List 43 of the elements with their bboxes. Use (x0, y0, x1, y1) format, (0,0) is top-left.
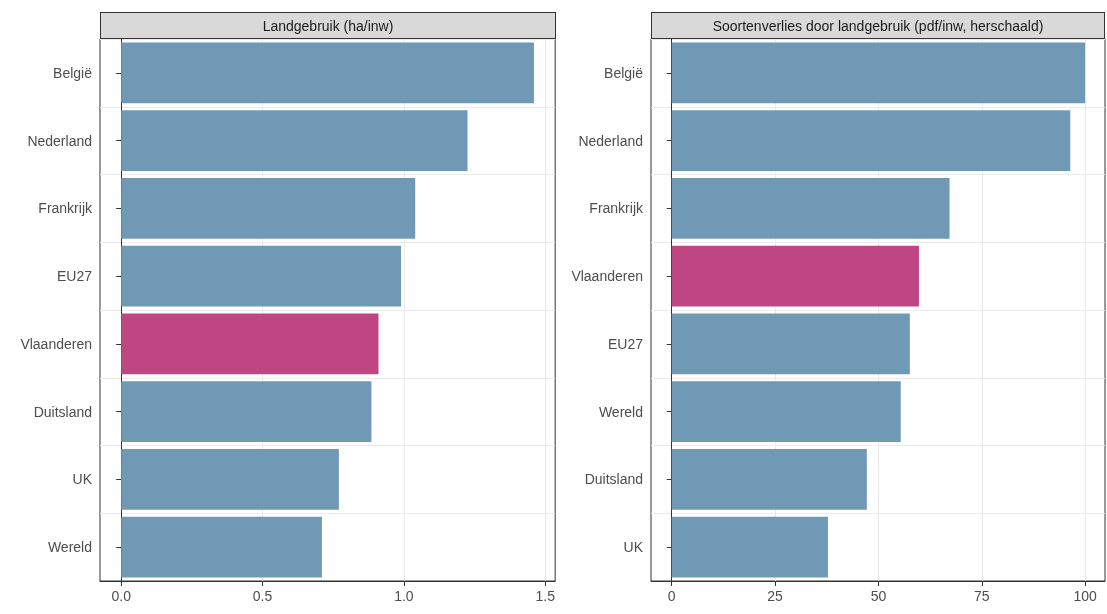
y-tick-label: Vlaanderen (20, 335, 92, 352)
y-tick-label: Wereld (598, 403, 643, 420)
y-tick-label: Nederland (578, 132, 643, 149)
bar (671, 245, 919, 307)
y-tick-label: Frankrijk (589, 200, 644, 217)
bar (121, 516, 322, 578)
y-tick-label: België (53, 64, 93, 81)
chart-title: Soortenverlies door landgebruik (pdf/inw, herschaald) (651, 12, 1105, 39)
y-tick-label: UK (623, 539, 644, 556)
y-tick-label: UK (72, 471, 93, 488)
y-tick-label: Frankrijk (38, 200, 93, 217)
bar (121, 313, 379, 375)
x-tick-label: 100 (1073, 588, 1098, 604)
y-tick-label: EU27 (56, 268, 93, 285)
bar (671, 42, 1086, 104)
bar (671, 110, 1071, 172)
bar (671, 177, 950, 239)
bar (121, 177, 416, 239)
y-tick-label: Vlaanderen (571, 268, 643, 285)
x-tick-label: 0.5 (252, 588, 273, 604)
bar (121, 448, 339, 510)
x-tick-label: 50 (870, 588, 887, 604)
chart-title: Landgebruik (ha/inw) (100, 12, 556, 39)
bar (121, 245, 402, 307)
x-tick-label: 0 (667, 588, 676, 604)
y-tick-label: Nederland (27, 132, 92, 149)
y-tick-label: Duitsland (584, 471, 643, 488)
x-tick-label: 0.0 (111, 588, 132, 604)
bar (671, 516, 828, 578)
bar (671, 313, 910, 375)
x-tick-label: 25 (767, 588, 784, 604)
y-tick-label: Wereld (47, 539, 92, 556)
bar (121, 42, 534, 104)
bar (671, 448, 867, 510)
bar (121, 381, 372, 443)
y-tick-label: België (604, 64, 644, 81)
bar (671, 381, 901, 443)
bar (121, 110, 468, 172)
x-tick-label: 75 (973, 588, 990, 604)
x-tick-label: 1.0 (394, 588, 414, 604)
y-tick-label: Duitsland (33, 403, 92, 420)
y-tick-label: EU27 (607, 335, 644, 352)
x-tick-label: 1.5 (535, 588, 556, 604)
